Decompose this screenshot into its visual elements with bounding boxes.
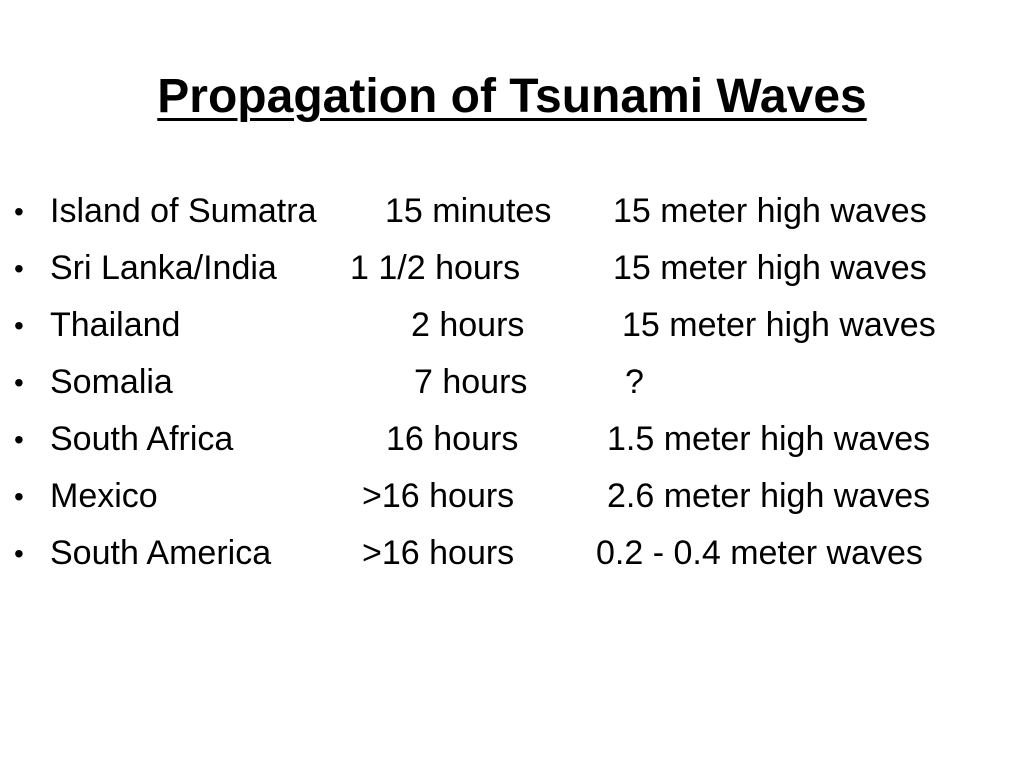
- wave-height: 15 meter high waves: [613, 249, 927, 287]
- wave-height: 15 meter high waves: [622, 306, 936, 344]
- list-item-thailand: • Thailand 2 hours 15 meter high waves: [0, 297, 1024, 354]
- bullet-list: • Island of Sumatra 15 minutes 15 meter …: [0, 183, 1024, 582]
- travel-time: 1 1/2 hours: [350, 249, 521, 287]
- place-label: South America: [50, 534, 272, 572]
- bullet-icon: •: [14, 196, 24, 227]
- travel-time: 2 hours: [411, 306, 525, 344]
- wave-height: 15 meter high waves: [613, 192, 927, 230]
- wave-height: 1.5 meter high waves: [607, 420, 931, 458]
- bullet-icon: •: [14, 481, 24, 512]
- place-label: Thailand: [50, 306, 181, 344]
- bullet-icon: •: [14, 310, 24, 341]
- travel-time: 15 minutes: [385, 192, 552, 230]
- list-item-south-america: • South America >16 hours 0.2 - 0.4 mete…: [0, 525, 1024, 582]
- list-item-somalia: • Somalia 7 hours ?: [0, 354, 1024, 411]
- travel-time: >16 hours: [362, 477, 515, 515]
- place-label: Island of Sumatra: [50, 192, 317, 230]
- travel-time: >16 hours: [362, 534, 515, 572]
- wave-height: 0.2 - 0.4 meter waves: [596, 534, 923, 572]
- list-item-sumatra: • Island of Sumatra 15 minutes 15 meter …: [0, 183, 1024, 240]
- place-label: Mexico: [50, 477, 158, 515]
- bullet-icon: •: [14, 253, 24, 284]
- bullet-icon: •: [14, 424, 24, 455]
- bullet-icon: •: [14, 367, 24, 398]
- travel-time: 7 hours: [414, 363, 528, 401]
- list-item-mexico: • Mexico >16 hours 2.6 meter high waves: [0, 468, 1024, 525]
- place-label: Somalia: [50, 363, 173, 401]
- wave-height: 2.6 meter high waves: [607, 477, 931, 515]
- slide-title: Propagation of Tsunami Waves: [157, 70, 867, 123]
- bullet-icon: •: [14, 538, 24, 569]
- place-label: Sri Lanka/India: [50, 249, 277, 287]
- wave-height: ?: [625, 363, 644, 401]
- travel-time: 16 hours: [386, 420, 519, 458]
- list-item-sri-lanka-india: • Sri Lanka/India 1 1/2 hours 15 meter h…: [0, 240, 1024, 297]
- list-item-south-africa: • South Africa 16 hours 1.5 meter high w…: [0, 411, 1024, 468]
- place-label: South Africa: [50, 420, 234, 458]
